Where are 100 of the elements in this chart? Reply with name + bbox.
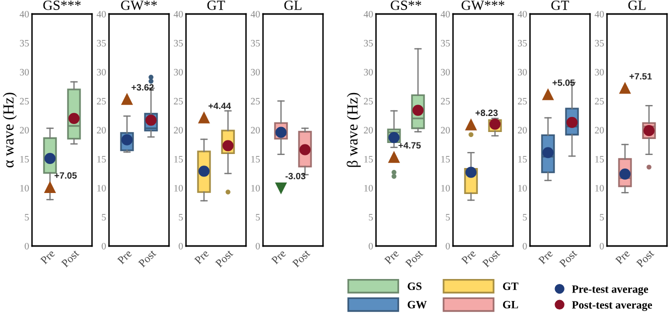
y-tick-label: 35 [250, 40, 260, 46]
y-tick-label: 10 [174, 184, 183, 192]
y-tick-label: 30 [250, 68, 260, 76]
y-tick-label: 0 [368, 242, 373, 250]
x-tick-label: Pre [461, 249, 476, 265]
y-tick-label: 15 [97, 156, 106, 162]
annotation: +7.05 [54, 172, 77, 179]
chart-title: GT [207, 0, 226, 10]
chart-title: GT [551, 0, 570, 10]
y-tick-label: 35 [96, 40, 106, 46]
y-tick-label: 25 [96, 98, 106, 104]
chart-title: GS*** [43, 0, 81, 10]
legend-label: GS [408, 282, 422, 290]
x-tick-label: Post [292, 249, 310, 268]
legend-label: GL [503, 300, 518, 308]
y-tick-label: 15 [518, 156, 527, 162]
annotation: +4.44 [208, 102, 231, 109]
y-tick-label: 10 [364, 184, 373, 192]
legend-label: GT [503, 282, 518, 290]
y-tick-label: 35 [364, 40, 373, 46]
legend-label: GW [408, 300, 427, 308]
x-tick-label: Post [482, 249, 500, 268]
y-tick-label: 30 [364, 68, 373, 76]
y-tick-label: 40 [440, 10, 450, 18]
y-tick-label: 25 [364, 98, 373, 104]
annotation: +4.75 [398, 142, 421, 149]
y-tick-label: 20 [20, 126, 29, 134]
y-tick-label: 5 [102, 214, 106, 220]
y-tick-label: 15 [174, 156, 183, 162]
y-tick-label: 20 [250, 126, 260, 134]
x-tick-label: Post [558, 249, 578, 268]
x-tick-label: Pre [117, 249, 132, 265]
y-tick-label: 15 [441, 156, 450, 162]
y-tick-label: 30 [594, 68, 604, 76]
legend-label: Pre-test average [572, 285, 648, 296]
y-tick-label: 10 [441, 184, 450, 192]
chart-title: GS** [390, 0, 422, 10]
y-tick-label: 40 [174, 10, 183, 18]
chart-title: GW*** [462, 0, 504, 10]
annotation: +5.05 [552, 80, 575, 86]
y-tick-label: 10 [518, 184, 527, 192]
x-tick-label: Post [138, 249, 156, 268]
x-tick-label: Post [636, 249, 654, 268]
y-tick-label: 40 [364, 10, 373, 18]
annotation: +8.23 [476, 110, 498, 116]
y-tick-label: 5 [446, 214, 450, 220]
y-tick-label: 25 [594, 98, 604, 104]
y-tick-label: 40 [518, 10, 527, 18]
y-tick-label: 0 [600, 242, 604, 250]
y-tick-label: 0 [102, 242, 106, 250]
y-tick-label: 20 [96, 126, 106, 134]
y-tick-label: 5 [368, 214, 373, 220]
x-tick-label: Post [214, 249, 234, 268]
y-tick-label: 10 [20, 184, 29, 192]
y-tick-label: 15 [20, 156, 29, 162]
y-tick-label: 5 [522, 214, 527, 220]
y-tick-label: 10 [97, 184, 106, 192]
y-tick-label: 35 [20, 40, 29, 46]
annotation: -3.03 [286, 172, 306, 180]
y-tick-label: 20 [174, 126, 183, 134]
y-tick-label: 20 [440, 126, 450, 134]
chart-title: GL [284, 0, 302, 10]
y-tick-label: 25 [440, 98, 450, 104]
y-tick-label: 20 [594, 126, 604, 134]
y-tick-label: 40 [20, 10, 29, 18]
chart-title: GW** [121, 0, 157, 10]
y-tick-label: 5 [256, 214, 260, 220]
y-tick-label: 30 [96, 68, 106, 76]
y-tick-label: 30 [440, 68, 450, 76]
y-tick-label: 40 [594, 10, 604, 18]
y-axis-title: α wave (Hz) [2, 92, 17, 168]
y-tick-label: 30 [518, 68, 527, 76]
y-tick-label: 30 [174, 68, 183, 76]
y-tick-label: 0 [178, 242, 183, 250]
y-tick-label: 40 [96, 10, 106, 18]
y-tick-label: 5 [178, 214, 183, 220]
x-tick-label: Pre [384, 249, 400, 265]
annotation: +7.51 [630, 73, 652, 80]
y-tick-label: 15 [364, 156, 373, 162]
y-tick-label: 30 [20, 68, 29, 76]
y-tick-label: 40 [250, 10, 260, 18]
y-tick-label: 35 [440, 40, 450, 46]
y-tick-label: 25 [174, 98, 183, 104]
y-tick-label: 0 [446, 242, 450, 250]
y-tick-label: 35 [594, 40, 604, 46]
y-tick-label: 15 [251, 156, 260, 162]
y-tick-label: 20 [364, 126, 373, 134]
x-tick-label: Pre [538, 249, 554, 265]
y-tick-label: 35 [174, 40, 183, 46]
y-tick-label: 0 [522, 242, 527, 250]
x-tick-label: Pre [615, 249, 630, 265]
y-tick-label: 25 [20, 98, 29, 104]
y-tick-label: 10 [595, 184, 604, 192]
x-tick-label: Post [404, 249, 424, 268]
chart-title: GL [628, 0, 646, 10]
x-tick-label: Post [60, 249, 80, 268]
y-tick-label: 25 [518, 98, 527, 104]
y-axis-title: β wave (Hz) [346, 92, 361, 167]
y-tick-label: 35 [518, 40, 527, 46]
x-tick-label: Pre [40, 249, 56, 265]
